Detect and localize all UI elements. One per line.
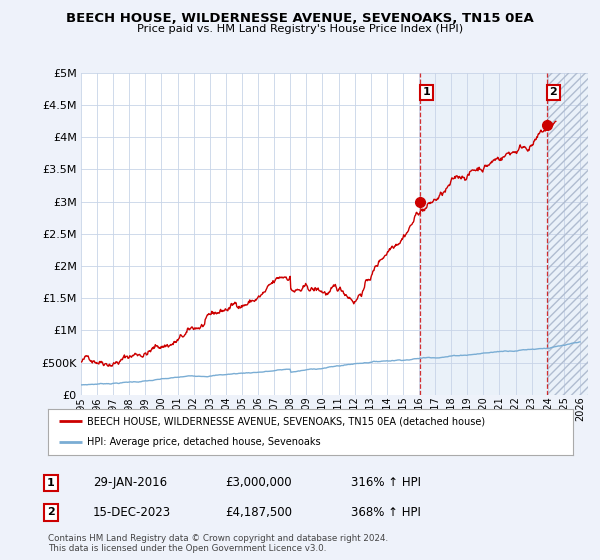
Text: 2: 2 bbox=[550, 87, 557, 97]
Text: BEECH HOUSE, WILDERNESSE AVENUE, SEVENOAKS, TN15 0EA: BEECH HOUSE, WILDERNESSE AVENUE, SEVENOA… bbox=[66, 12, 534, 25]
Text: 29-JAN-2016: 29-JAN-2016 bbox=[93, 476, 167, 489]
Text: 15-DEC-2023: 15-DEC-2023 bbox=[93, 506, 171, 519]
Text: HPI: Average price, detached house, Sevenoaks: HPI: Average price, detached house, Seve… bbox=[88, 437, 321, 447]
Text: 368% ↑ HPI: 368% ↑ HPI bbox=[351, 506, 421, 519]
Text: Price paid vs. HM Land Registry's House Price Index (HPI): Price paid vs. HM Land Registry's House … bbox=[137, 24, 463, 34]
Bar bbox=[420, 73, 588, 395]
Text: 1: 1 bbox=[423, 87, 430, 97]
Text: BEECH HOUSE, WILDERNESSE AVENUE, SEVENOAKS, TN15 0EA (detached house): BEECH HOUSE, WILDERNESSE AVENUE, SEVENOA… bbox=[88, 416, 485, 426]
Text: £4,187,500: £4,187,500 bbox=[225, 506, 292, 519]
Text: £3,000,000: £3,000,000 bbox=[225, 476, 292, 489]
Bar bbox=[547, 73, 588, 395]
Text: 1: 1 bbox=[47, 478, 55, 488]
Bar bbox=[547, 73, 588, 395]
Text: Contains HM Land Registry data © Crown copyright and database right 2024.
This d: Contains HM Land Registry data © Crown c… bbox=[48, 534, 388, 553]
Text: 2: 2 bbox=[47, 507, 55, 517]
Text: 316% ↑ HPI: 316% ↑ HPI bbox=[351, 476, 421, 489]
